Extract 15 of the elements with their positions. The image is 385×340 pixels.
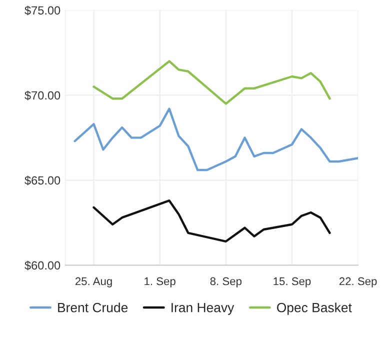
- x-tick-label: 1. Sep: [144, 277, 176, 288]
- y-tick-label: $65.00: [24, 176, 60, 186]
- legend-label: Iran Heavy: [172, 303, 234, 315]
- x-tick-label: 22. Sep: [339, 277, 377, 288]
- y-tick-label: $75.00: [24, 6, 60, 16]
- x-tick-label: 15. Sep: [274, 277, 311, 288]
- y-tick-label: $70.00: [24, 90, 60, 100]
- legend-label: Brent Crude: [58, 302, 128, 312]
- x-tick-label: 25. Aug: [75, 277, 112, 288]
- line-series: [92, 60, 331, 105]
- line-series: [74, 108, 358, 172]
- legend-label: Opec Basket: [277, 302, 352, 315]
- line-series: [92, 199, 331, 243]
- x-tick-label: 8. Sep: [210, 277, 242, 288]
- y-tick-label: $60.00: [24, 260, 60, 270]
